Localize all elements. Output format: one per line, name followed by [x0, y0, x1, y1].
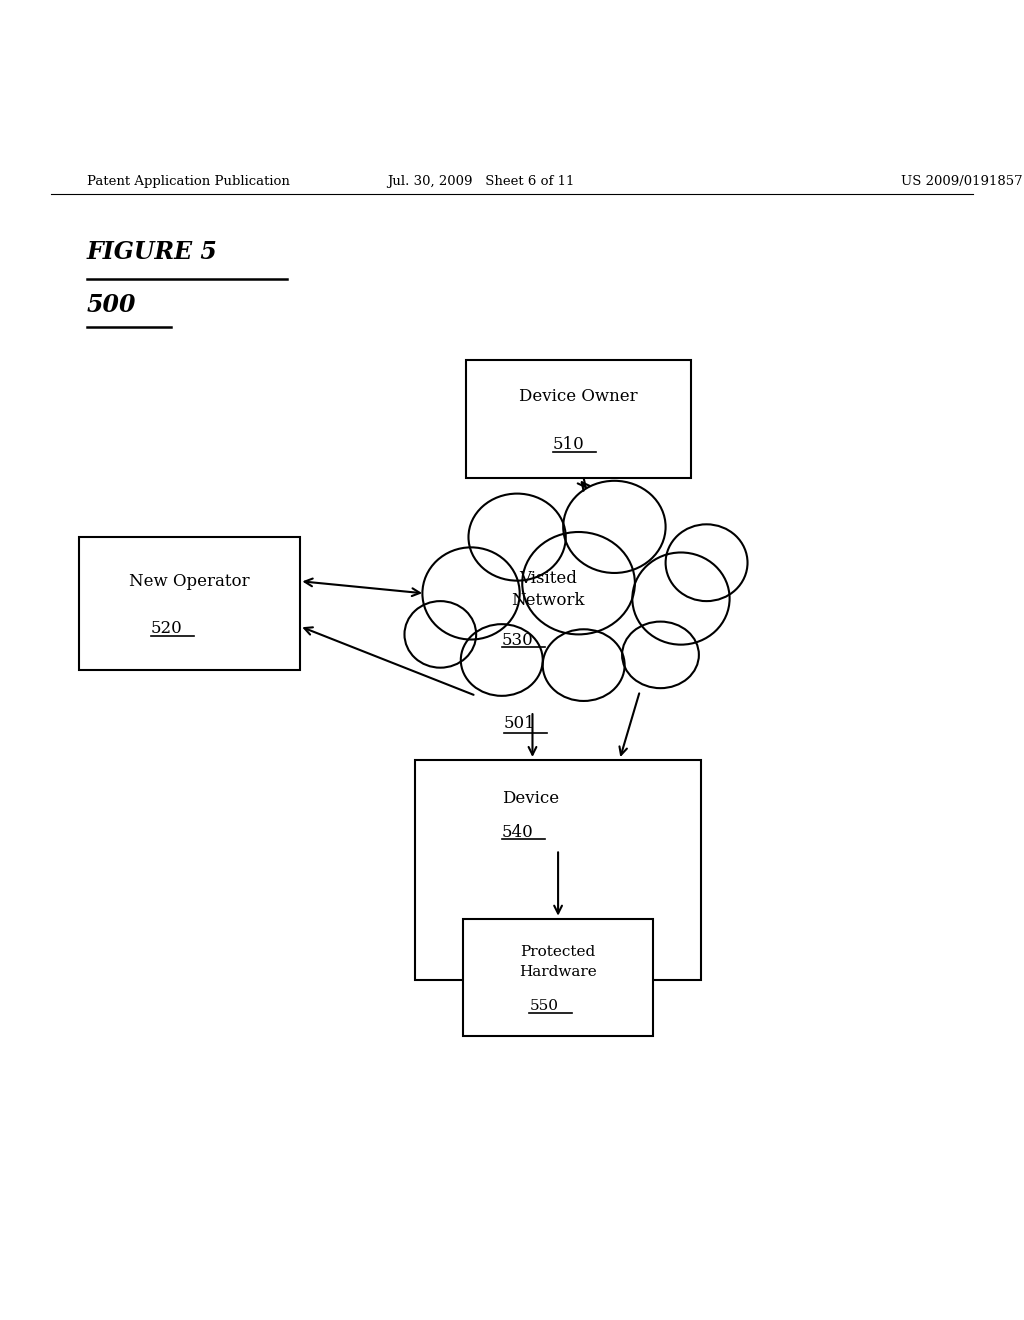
- Text: New Operator: New Operator: [129, 573, 250, 590]
- Text: Network: Network: [511, 593, 585, 609]
- Ellipse shape: [469, 494, 565, 581]
- Text: 500: 500: [87, 293, 136, 317]
- Text: Protected: Protected: [520, 945, 596, 958]
- Bar: [466, 360, 691, 478]
- Ellipse shape: [543, 630, 625, 701]
- Ellipse shape: [404, 601, 476, 668]
- Text: 540: 540: [502, 824, 534, 841]
- Text: Patent Application Publication: Patent Application Publication: [87, 176, 290, 189]
- Text: 501: 501: [504, 715, 536, 733]
- Text: 530: 530: [502, 632, 534, 649]
- Ellipse shape: [423, 548, 520, 639]
- Text: Device: Device: [502, 789, 559, 807]
- Ellipse shape: [666, 524, 748, 601]
- Ellipse shape: [633, 553, 729, 644]
- Text: US 2009/0191857 A1: US 2009/0191857 A1: [901, 176, 1024, 189]
- Text: FIGURE 5: FIGURE 5: [87, 240, 218, 264]
- Text: Jul. 30, 2009   Sheet 6 of 11: Jul. 30, 2009 Sheet 6 of 11: [388, 176, 574, 189]
- Bar: [415, 760, 701, 979]
- Text: Visited: Visited: [519, 570, 577, 586]
- Text: 510: 510: [553, 436, 585, 453]
- Ellipse shape: [563, 480, 666, 573]
- Text: Device Owner: Device Owner: [519, 388, 638, 405]
- Ellipse shape: [623, 622, 698, 688]
- Text: 550: 550: [529, 999, 558, 1012]
- Bar: [463, 919, 653, 1036]
- Text: 520: 520: [151, 620, 182, 638]
- Text: Hardware: Hardware: [519, 965, 597, 979]
- Ellipse shape: [522, 532, 635, 635]
- Bar: [80, 537, 299, 671]
- Ellipse shape: [461, 624, 543, 696]
